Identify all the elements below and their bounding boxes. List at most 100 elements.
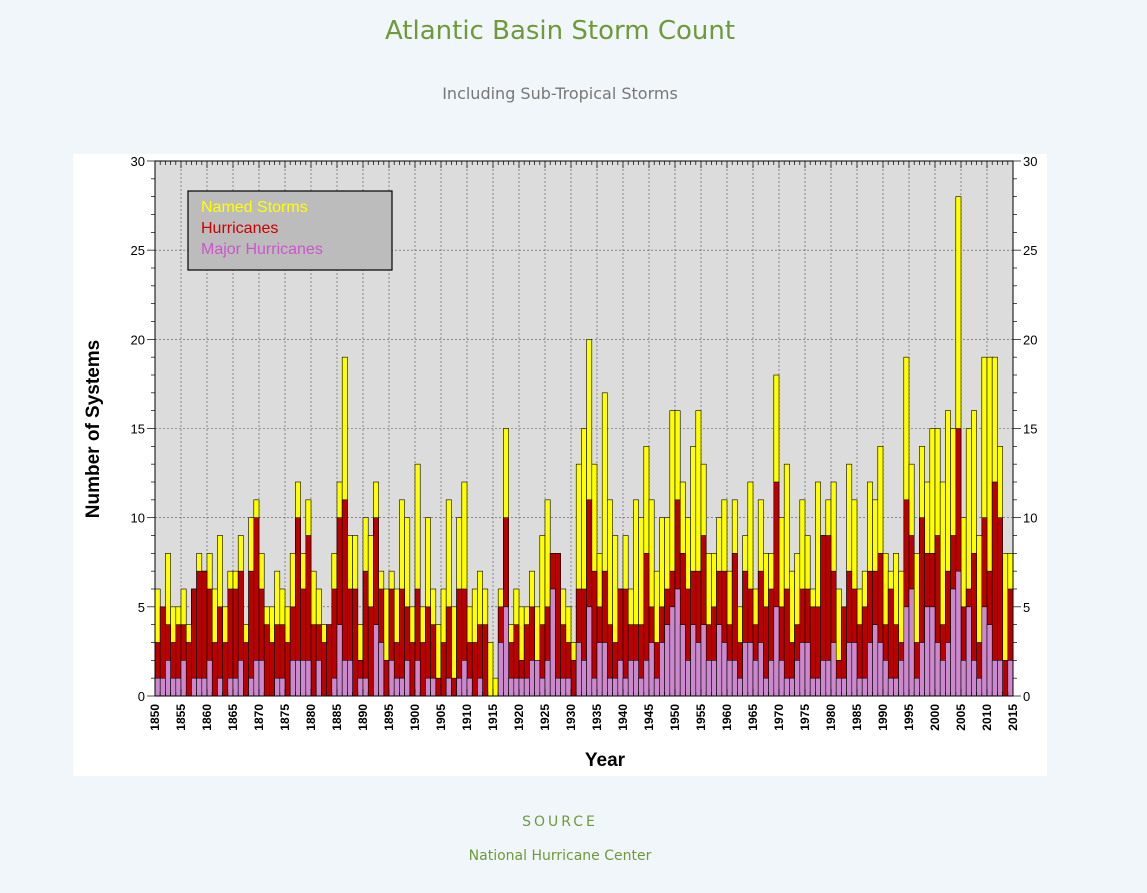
x-tick-label: 1945 <box>642 704 656 731</box>
major-hurricanes-bar <box>253 660 260 697</box>
major-hurricanes-bar <box>783 677 790 697</box>
major-hurricanes-bar <box>191 677 197 697</box>
major-hurricanes-bar <box>617 660 624 697</box>
x-tick-label: 1860 <box>200 704 214 731</box>
major-hurricanes-bar <box>887 677 894 697</box>
major-hurricanes-bar <box>575 642 582 697</box>
major-hurricanes-bar <box>305 660 312 697</box>
major-hurricanes-bar <box>809 677 816 697</box>
major-hurricanes-bar <box>201 677 208 697</box>
major-hurricanes-bar <box>295 660 301 697</box>
major-hurricanes-bar <box>627 660 634 697</box>
x-tick-label: 1900 <box>408 704 422 731</box>
x-tick-label: 1905 <box>434 704 448 731</box>
major-hurricanes-bar <box>768 660 775 697</box>
major-hurricanes-bar <box>981 606 988 697</box>
major-hurricanes-bar <box>362 677 369 697</box>
hurricanes-bar <box>284 642 291 697</box>
major-hurricanes-bar <box>679 624 686 697</box>
major-hurricanes-bar <box>851 642 858 697</box>
x-tick-label: 1855 <box>174 704 188 731</box>
major-hurricanes-bar <box>227 677 234 697</box>
page-subtitle: Including Sub-Tropical Storms <box>442 84 678 103</box>
major-hurricanes-bar <box>565 677 572 697</box>
major-hurricanes-bar <box>711 660 717 697</box>
major-hurricanes-bar <box>425 677 431 697</box>
hurricanes-bar <box>211 642 218 697</box>
major-hurricanes-bar <box>960 660 967 697</box>
major-hurricanes-bar <box>742 642 749 697</box>
y-tick-label: 25 <box>131 243 145 258</box>
major-hurricanes-bar <box>950 588 957 697</box>
hurricanes-bar <box>435 677 442 697</box>
major-hurricanes-bar <box>555 677 561 697</box>
major-hurricanes-bar <box>830 642 837 697</box>
axes: 0 0 5 5 10 10 15 15 20 20 25 25 30 30 1850 1855 1860 1865… <box>131 154 1038 731</box>
major-hurricanes-bar <box>591 677 598 697</box>
storm-count-chart: 0 0 5 5 10 10 15 15 20 20 25 25 30 30 1850 1855 1860 1865… <box>83 154 1038 771</box>
major-hurricanes-bar <box>477 677 483 697</box>
major-hurricanes-bar <box>835 677 842 697</box>
major-hurricanes-bar <box>971 660 977 697</box>
major-hurricanes-bar <box>601 642 608 697</box>
major-hurricanes-bar <box>986 624 993 697</box>
major-hurricanes-bar <box>997 660 1003 697</box>
source-value: National Hurricane Center <box>468 848 652 864</box>
major-hurricanes-bar <box>248 677 255 697</box>
hurricanes-bar <box>310 624 317 697</box>
major-hurricanes-bar <box>856 677 863 697</box>
x-tick-label: 1980 <box>824 704 838 731</box>
major-hurricanes-bar <box>388 660 395 697</box>
major-hurricanes-bar <box>466 677 473 697</box>
major-hurricanes-bar <box>544 660 551 697</box>
major-hurricanes-bar <box>503 606 509 697</box>
x-tick-label: 1950 <box>668 704 682 731</box>
major-hurricanes-bar <box>945 642 951 697</box>
y-axis-label: Number of Systems <box>83 340 104 518</box>
major-hurricanes-bar <box>861 677 868 697</box>
major-hurricanes-bar <box>846 642 853 697</box>
major-hurricanes-bar <box>804 642 811 697</box>
major-hurricanes-bar <box>659 642 665 697</box>
x-tick-label: 1995 <box>902 704 916 731</box>
major-hurricanes-bar <box>622 677 629 697</box>
x-tick-label: 1990 <box>876 704 890 731</box>
hurricanes-bar <box>269 642 275 697</box>
x-tick-label: 1880 <box>304 704 318 731</box>
major-hurricanes-bar <box>1007 660 1014 697</box>
major-hurricanes-bar <box>789 677 795 697</box>
hurricanes-bar <box>409 642 416 697</box>
major-hurricanes-bar <box>700 624 707 697</box>
x-tick-label: 1865 <box>226 704 240 731</box>
major-hurricanes-bar <box>747 642 754 697</box>
x-tick-label: 2000 <box>928 704 942 731</box>
y-tick-label-right: 25 <box>1023 243 1037 258</box>
y-tick-label: 20 <box>131 332 145 347</box>
major-hurricanes-bar <box>716 624 723 697</box>
major-hurricanes-bar <box>752 660 759 697</box>
y-tick-label-right: 15 <box>1023 422 1037 437</box>
major-hurricanes-bar <box>331 677 338 697</box>
hurricanes-bar <box>419 642 426 697</box>
x-tick-label: 1870 <box>252 704 266 731</box>
major-hurricanes-bar <box>347 660 353 697</box>
x-tick-label: 1920 <box>512 704 526 731</box>
major-hurricanes-bar <box>690 624 697 697</box>
major-hurricanes-bar <box>258 660 265 697</box>
x-tick-label: 1965 <box>746 704 760 731</box>
major-hurricanes-bar <box>820 660 827 697</box>
major-hurricanes-bar <box>508 677 515 697</box>
hurricanes-bar <box>248 570 255 697</box>
legend: Named Storms Hurricanes Major Hurricanes <box>187 190 393 271</box>
hurricanes-bar <box>591 570 598 697</box>
major-hurricanes-bar <box>731 660 738 697</box>
major-hurricanes-bar <box>669 606 676 697</box>
y-tick-label-right: 20 <box>1023 332 1037 347</box>
y-tick-label: 15 <box>131 422 145 437</box>
major-hurricanes-bar <box>237 660 244 697</box>
major-hurricanes-bar <box>529 660 535 697</box>
chart-panel: 0 0 5 5 10 10 15 15 20 20 25 25 30 30 1850 1855 1860 1865… <box>73 154 1047 776</box>
major-hurricanes-bar <box>934 642 941 697</box>
hurricanes-bar <box>362 570 369 697</box>
hurricanes-bar <box>570 660 577 697</box>
